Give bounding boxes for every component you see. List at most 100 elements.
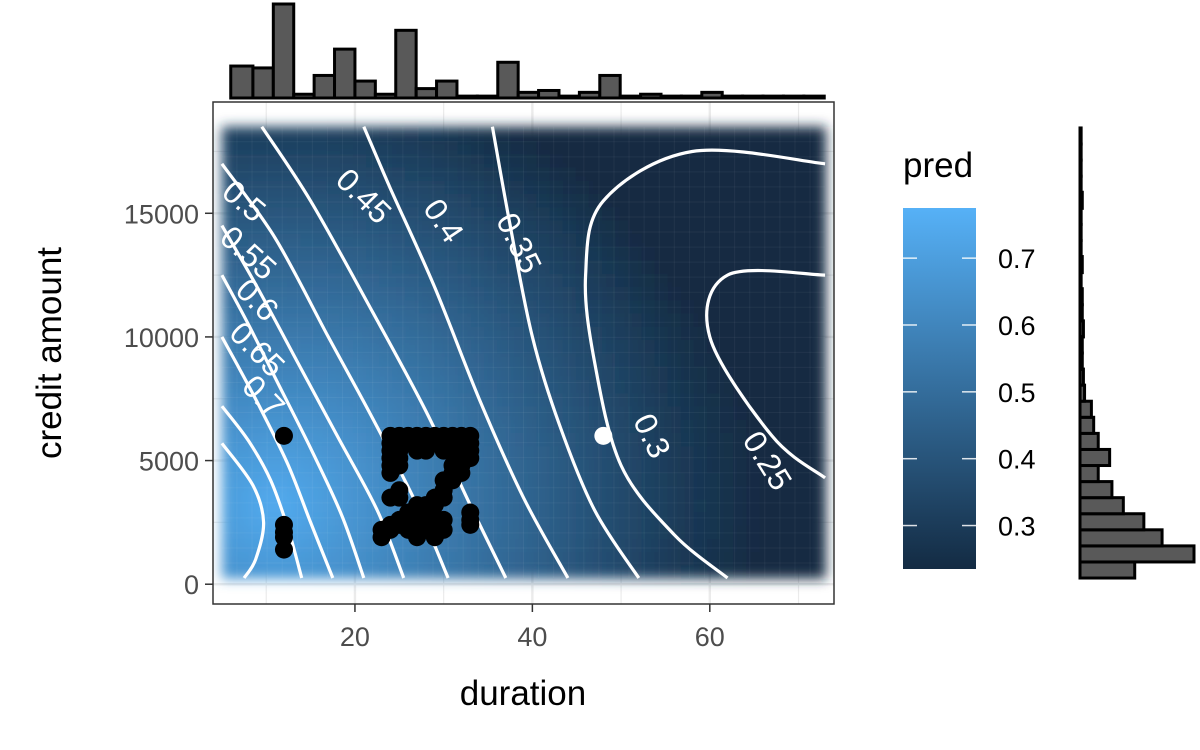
surface-cell (562, 246, 577, 261)
surface-cell (353, 445, 367, 460)
right-histogram-bar (1078, 142, 1083, 162)
surface-cell (772, 378, 787, 394)
surface-cell (379, 392, 394, 407)
surface-cell (562, 312, 577, 327)
surface-cell (287, 232, 302, 247)
surface-cell (746, 206, 761, 221)
surface-cell (248, 299, 263, 314)
surface-cell (667, 458, 682, 473)
surface-cell (575, 551, 590, 566)
surface-cell (641, 524, 656, 540)
surface-cell (379, 232, 394, 247)
surface-cell (536, 272, 551, 287)
surface-cell (733, 339, 748, 354)
surface-cell (326, 140, 341, 155)
surface-cell (366, 511, 381, 526)
surface-cell (693, 166, 708, 181)
surface-cell (720, 445, 735, 460)
surface-cell (261, 153, 276, 168)
surface-cell (221, 140, 236, 155)
surface-cell (693, 418, 708, 433)
surface-cell (575, 405, 590, 420)
surface-cell (471, 352, 485, 367)
surface-cell (812, 206, 826, 221)
surface-cell (693, 352, 708, 367)
surface-cell (523, 246, 538, 261)
surface-cell (392, 272, 407, 287)
surface-cell (733, 471, 748, 486)
surface-cell (313, 126, 328, 141)
surface-cell (261, 392, 276, 407)
surface-cell (431, 325, 446, 340)
surface-cell (641, 564, 656, 579)
surface-cell (457, 286, 472, 301)
data-point (381, 463, 400, 482)
surface-cell (392, 392, 407, 407)
surface-cell (523, 166, 538, 181)
surface-cell (667, 551, 682, 566)
surface-cell (812, 126, 826, 141)
surface-cell (313, 153, 328, 168)
surface-cell (628, 299, 643, 314)
surface-cell (785, 166, 800, 181)
surface-cell (707, 471, 722, 486)
surface-cell (680, 272, 695, 287)
surface-cell (536, 418, 551, 433)
surface-cell (313, 272, 328, 287)
surface-cell (628, 153, 643, 168)
surface-cell (772, 325, 787, 340)
surface-cell (234, 538, 249, 553)
surface-cell (654, 272, 669, 287)
surface-cell (785, 564, 800, 579)
surface-cell (510, 179, 525, 194)
surface-cell (536, 259, 551, 274)
surface-cell (707, 418, 722, 433)
surface-cell (654, 485, 669, 500)
surface-cell (680, 299, 695, 314)
data-point (274, 426, 293, 445)
surface-cell (720, 432, 735, 447)
surface-cell (523, 471, 538, 486)
surface-cell (497, 538, 512, 553)
surface-cell (274, 339, 289, 354)
surface-cell (641, 206, 656, 221)
surface-cell (575, 538, 590, 553)
surface-cell (575, 219, 590, 234)
surface-cell (484, 153, 499, 168)
surface-cell (785, 432, 800, 447)
surface-cell (746, 166, 761, 181)
surface-cell (248, 126, 263, 141)
surface-cell (353, 179, 367, 194)
surface-cell (313, 232, 328, 247)
surface-cell (366, 339, 381, 354)
surface-cell (680, 485, 695, 500)
surface-cell (444, 365, 459, 380)
surface-cell (444, 153, 459, 168)
surface-cell (720, 471, 735, 486)
surface-cell (523, 219, 538, 234)
surface-cell (602, 471, 617, 486)
surface-cell (575, 126, 590, 141)
surface-cell (720, 524, 735, 540)
surface-cell (300, 352, 315, 367)
surface-cell (510, 193, 525, 208)
surface-cell (602, 352, 617, 367)
surface-cell (484, 206, 499, 221)
surface-cell (693, 538, 708, 553)
surface-cell (812, 445, 826, 460)
surface-cell (707, 392, 722, 407)
right-histogram-bar (1078, 255, 1084, 275)
surface-cell (431, 232, 446, 247)
surface-cell (536, 179, 551, 194)
surface-cell (366, 418, 381, 433)
surface-cell (667, 246, 682, 261)
surface-cell (523, 418, 538, 433)
surface-cell (720, 299, 735, 314)
top-histogram-bar (455, 94, 479, 100)
legend-label: 0.7 (998, 244, 1036, 274)
surface-cell (510, 524, 525, 540)
surface-cell (654, 538, 669, 553)
surface-cell (772, 458, 787, 473)
surface-cell (589, 126, 603, 141)
